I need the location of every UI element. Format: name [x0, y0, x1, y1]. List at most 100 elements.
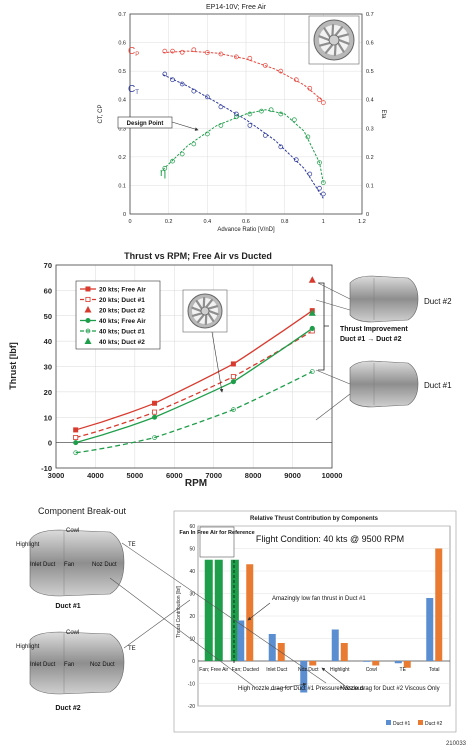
y-right-tick-label: 0.6: [366, 41, 374, 47]
data-point: [162, 48, 168, 54]
design-point-label: Design Point: [127, 121, 164, 127]
data-point: [162, 71, 168, 77]
chart-thrust-vs-rpm: Thrust vs RPM; Free Air vs Ducted 3000 40…: [8, 251, 452, 489]
chart1-y-label-right: Eta: [380, 109, 386, 119]
data-point: [152, 414, 158, 420]
y-right-tick-label: 0.1: [366, 183, 374, 189]
chart3-y-label: Thrust Contribution [lbf]: [176, 585, 182, 638]
bar-duct2: [372, 661, 380, 666]
chart-thrust-contribution: Relative Thrust Contribution by Componen…: [173, 510, 457, 733]
chart1-x-label: Advance Ratio [V/nD]: [217, 227, 275, 233]
data-point: [204, 50, 210, 55]
data-point: [179, 151, 185, 157]
x-category-label: Fan; Free Air: [199, 667, 228, 673]
cp-label: CP: [128, 46, 139, 58]
data-point: [152, 400, 158, 406]
x-category-label: Fan; Ducted: [232, 667, 259, 673]
y-tick-label: 30: [44, 363, 52, 372]
data-point: [162, 165, 168, 171]
x-tick-label: 6000: [166, 471, 183, 480]
y-tick-label: 0.1: [118, 183, 126, 189]
data-point: [152, 435, 157, 440]
y-tick-label: 0.3: [118, 126, 126, 132]
fan-blade: [195, 299, 203, 310]
y-tick-label: 10: [44, 413, 52, 422]
fan-blade: [324, 43, 334, 54]
y-tick-label: 0: [48, 439, 52, 448]
data-point: [218, 104, 224, 110]
legend-marker: [85, 328, 91, 334]
x-category-label: TE: [400, 667, 407, 673]
legend-label: 20 kts; Free Air: [99, 287, 146, 294]
y-right-tick-label: 0.7: [366, 12, 374, 18]
duct1-diagram: Highlight Cowl TE Inlet Duct Fan Noz Duc…: [16, 528, 136, 610]
data-point: [293, 77, 299, 83]
x-tick-label: 7000: [205, 471, 222, 480]
x-tick-label: 9000: [284, 471, 301, 480]
data-point: [259, 108, 264, 114]
bar-duct2: [246, 564, 254, 661]
figure-id: 210033: [446, 741, 467, 747]
data-point: [268, 107, 274, 113]
fan-blade: [333, 43, 337, 57]
x-tick-label: 0.2: [165, 219, 173, 225]
svg-text:Noz Duct: Noz Duct: [90, 662, 115, 668]
chart2-title: Thrust vs RPM; Free Air vs Ducted: [124, 251, 272, 261]
bar-reference: [204, 559, 213, 661]
series-fit-line: [162, 109, 324, 183]
data-point: [191, 47, 197, 53]
chart2-y-label: Thrust [lbf]: [8, 342, 18, 390]
x-tick-label: 0: [128, 219, 131, 225]
data-point: [152, 409, 158, 415]
svg-text:Inlet Duct: Inlet Duct: [30, 562, 56, 568]
legend-marker: [84, 306, 92, 313]
x-tick-label: 4000: [87, 471, 104, 480]
legend-marker: [85, 286, 91, 292]
ct-label: CT: [128, 84, 139, 96]
bar-duct1: [268, 634, 276, 661]
chart1-y-label-left: CT, CP: [98, 104, 104, 123]
bar-duct1: [237, 620, 245, 661]
duct2-callout: Duct #2: [424, 297, 452, 306]
component-breakout: Component Break-out Highlight Cowl TE In…: [16, 506, 136, 712]
data-point: [218, 123, 224, 128]
propeller-inset-2: [182, 289, 228, 393]
y-tick-label: 10: [189, 637, 195, 643]
chart2-legend: 20 kts; Free Air 20 kts; Duct #1 20 kts; D…: [75, 280, 161, 350]
reference-box: [199, 526, 235, 558]
x-tick-label: 8000: [245, 471, 262, 480]
design-point-box: [117, 116, 173, 129]
chart-prop-coefficients: EP14-10V; Free Air 0 0.2 0.4 0.6 0.8 1 1.2 0 0.…: [98, 4, 386, 233]
y-tick-label: 0.7: [118, 12, 126, 18]
y-tick-label: 0.4: [118, 98, 126, 104]
y-tick-label: -20: [188, 704, 195, 710]
legend-swatch: [386, 720, 391, 725]
y-tick-label: 30: [189, 592, 195, 598]
data-point: [73, 450, 79, 456]
legend-label: 40 kts; Free Air: [99, 318, 146, 325]
x-tick-label: 5000: [127, 471, 144, 480]
y-right-tick-label: 0.4: [366, 98, 374, 104]
data-point: [230, 379, 236, 385]
data-point: [233, 114, 239, 120]
y-tick-label: 0: [123, 212, 126, 218]
bar-duct1: [394, 661, 402, 664]
x-tick-label: 1: [322, 219, 325, 225]
x-category-label: Noz Duct: [298, 667, 319, 673]
data-point: [320, 191, 326, 197]
fan-blade: [318, 41, 332, 47]
bar-duct2: [435, 548, 443, 661]
y-tick-label: 0: [192, 659, 195, 665]
series-line: [75, 370, 313, 454]
x-tick-label: 0.8: [281, 219, 289, 225]
series-fit-line: [162, 74, 324, 199]
data-point: [230, 361, 236, 367]
legend-label: 20 kts; Duct #2: [99, 308, 145, 315]
bar-duct2: [403, 661, 411, 668]
data-point: [309, 325, 315, 331]
data-point: [73, 427, 79, 433]
duct2-diagram: Highlight Cowl TE Inlet Duct Fan Noz Duc…: [16, 630, 136, 712]
svg-text:Noz Duct: Noz Duct: [92, 562, 117, 568]
duct1-callout: Duct #1: [424, 381, 452, 390]
